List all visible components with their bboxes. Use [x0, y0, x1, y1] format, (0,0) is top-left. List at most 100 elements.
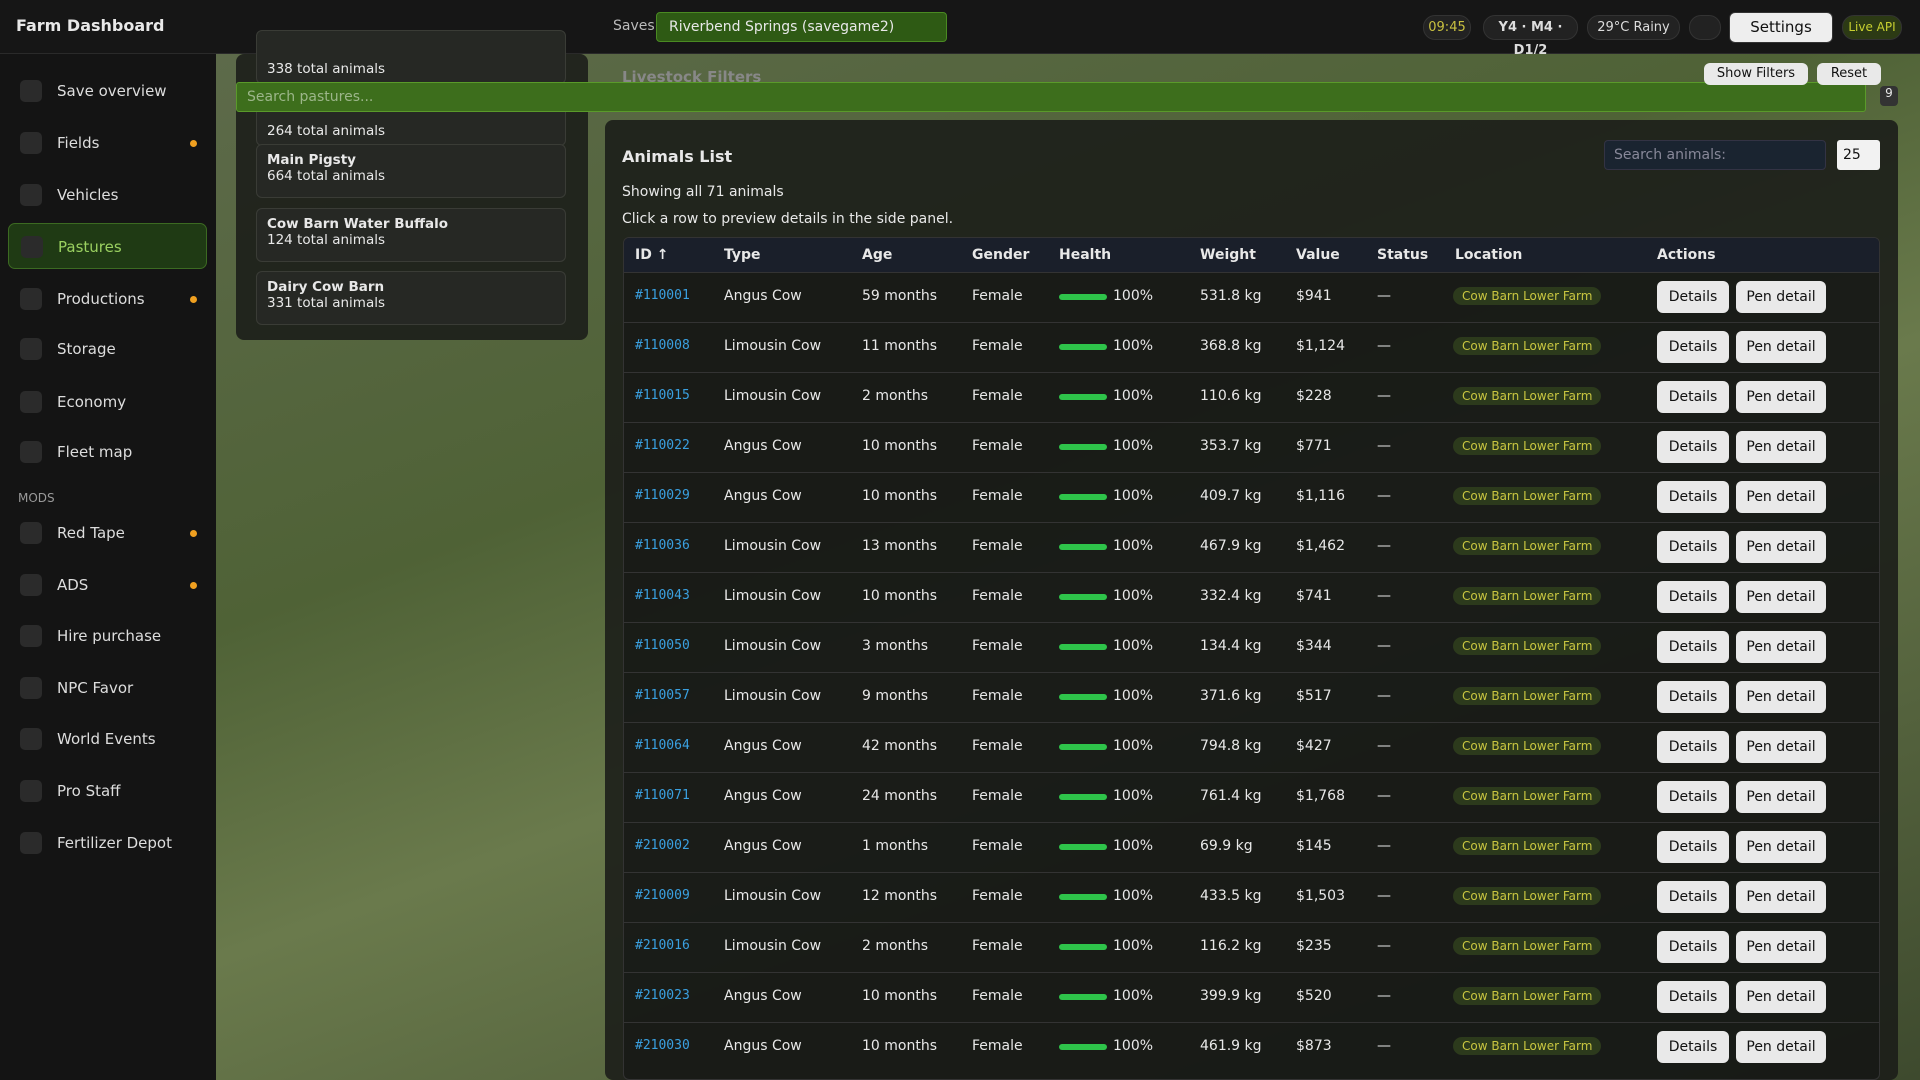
nav-item[interactable]: Productions — [8, 276, 207, 322]
nav-item[interactable]: Economy — [8, 379, 207, 425]
details-button[interactable]: Details — [1657, 281, 1729, 313]
pen-detail-button[interactable]: Pen detail — [1736, 381, 1826, 413]
save-select[interactable]: Riverbend Springs (savegame2) — [656, 12, 947, 42]
animal-id[interactable]: #110071 — [635, 788, 690, 803]
table-row[interactable] — [624, 472, 1879, 522]
details-button[interactable]: Details — [1657, 731, 1729, 763]
cell: Female — [972, 338, 1023, 354]
cell: $344 — [1296, 638, 1332, 654]
cell: — — [1377, 338, 1391, 354]
pen-detail-button[interactable]: Pen detail — [1736, 281, 1826, 313]
details-button[interactable]: Details — [1657, 581, 1729, 613]
nav-item[interactable]: ADS — [8, 562, 207, 608]
animal-id[interactable]: #110043 — [635, 588, 690, 603]
table-row[interactable] — [624, 972, 1879, 1022]
pen-detail-button[interactable]: Pen detail — [1736, 1031, 1826, 1063]
health-bar — [1059, 744, 1107, 750]
nav-item[interactable]: Fields — [8, 120, 207, 166]
details-button[interactable]: Details — [1657, 981, 1729, 1013]
animal-id[interactable]: #110064 — [635, 738, 690, 753]
cell: 761.4 kg — [1200, 788, 1262, 804]
details-button[interactable]: Details — [1657, 431, 1729, 463]
cell: 10 months — [862, 588, 937, 604]
details-button[interactable]: Details — [1657, 531, 1729, 563]
animal-id[interactable]: #210023 — [635, 988, 690, 1003]
animal-id[interactable]: #110057 — [635, 688, 690, 703]
pasture-search[interactable]: Search pastures... — [236, 82, 1866, 112]
details-button[interactable]: Details — [1657, 931, 1729, 963]
details-button[interactable]: Details — [1657, 881, 1729, 913]
nav-item[interactable]: Hire purchase — [8, 613, 207, 659]
table-row[interactable] — [624, 822, 1879, 872]
nav-item[interactable]: Storage — [8, 326, 207, 372]
pasture-card[interactable]: 338 total animals — [256, 30, 566, 84]
pen-detail-button[interactable]: Pen detail — [1736, 781, 1826, 813]
show-filters[interactable]: Show Filters — [1704, 63, 1808, 85]
details-button[interactable]: Details — [1657, 631, 1729, 663]
animal-id[interactable]: #210002 — [635, 838, 690, 853]
nav-item[interactable]: Fleet map — [8, 429, 207, 475]
pen-detail-button[interactable]: Pen detail — [1736, 881, 1826, 913]
animal-id[interactable]: #110022 — [635, 438, 690, 453]
animal-id[interactable]: #210009 — [635, 888, 690, 903]
nav-item[interactable]: Pro Staff — [8, 768, 207, 814]
animal-id[interactable]: #110008 — [635, 338, 690, 353]
pen-detail-button[interactable]: Pen detail — [1736, 831, 1826, 863]
table-header — [624, 238, 1879, 272]
table-row[interactable] — [624, 522, 1879, 572]
pen-detail-button[interactable]: Pen detail — [1736, 931, 1826, 963]
pen-detail-button[interactable]: Pen detail — [1736, 431, 1826, 463]
animal-id[interactable]: #110001 — [635, 288, 690, 303]
pen-detail-button[interactable]: Pen detail — [1736, 631, 1826, 663]
pasture-card[interactable]: Dairy Cow Barn 331 total animals — [256, 271, 566, 325]
nav-item[interactable]: World Events — [8, 716, 207, 762]
table-row[interactable] — [624, 1022, 1879, 1072]
table-row[interactable] — [624, 722, 1879, 772]
table-row[interactable] — [624, 422, 1879, 472]
details-button[interactable]: Details — [1657, 681, 1729, 713]
animal-id[interactable]: #110015 — [635, 388, 690, 403]
table-row[interactable] — [624, 672, 1879, 722]
table-row[interactable] — [624, 872, 1879, 922]
details-button[interactable]: Details — [1657, 381, 1729, 413]
animal-id[interactable]: #110036 — [635, 538, 690, 553]
table-row[interactable] — [624, 322, 1879, 372]
details-button[interactable]: Details — [1657, 781, 1729, 813]
nav-item[interactable]: Pastures — [8, 223, 207, 269]
pen-detail-button[interactable]: Pen detail — [1736, 331, 1826, 363]
pen-detail-button[interactable]: Pen detail — [1736, 481, 1826, 513]
pen-detail-button[interactable]: Pen detail — [1736, 681, 1826, 713]
animal-id[interactable]: #110050 — [635, 638, 690, 653]
health-bar — [1059, 694, 1107, 700]
pen-detail-button[interactable]: Pen detail — [1736, 981, 1826, 1013]
details-button[interactable]: Details — [1657, 331, 1729, 363]
nav-item[interactable]: Save overview — [8, 68, 207, 114]
table-row[interactable] — [624, 622, 1879, 672]
pasture-card[interactable]: Main Pigsty 664 total animals — [256, 144, 566, 198]
animal-search[interactable]: Search animals: — [1604, 140, 1826, 170]
details-button[interactable]: Details — [1657, 1031, 1729, 1063]
pen-detail-button[interactable]: Pen detail — [1736, 581, 1826, 613]
notifications[interactable] — [1689, 15, 1721, 40]
animal-id[interactable]: #210016 — [635, 938, 690, 953]
table-row[interactable] — [624, 922, 1879, 972]
table-row[interactable] — [624, 372, 1879, 422]
nav-item[interactable]: Fertilizer Depot — [8, 820, 207, 866]
cell: 2 months — [862, 938, 929, 954]
animal-id[interactable]: #210030 — [635, 1038, 690, 1053]
pen-detail-button[interactable]: Pen detail — [1736, 531, 1826, 563]
pen-detail-button[interactable]: Pen detail — [1736, 731, 1826, 763]
nav-item[interactable]: Vehicles — [8, 172, 207, 218]
pasture-card[interactable]: Cow Barn Water Buffalo 124 total animals — [256, 208, 566, 262]
settings-button[interactable]: Settings — [1729, 12, 1833, 43]
nav-item[interactable]: NPC Favor — [8, 665, 207, 711]
table-row[interactable] — [624, 772, 1879, 822]
page-size[interactable]: 25 — [1837, 140, 1880, 170]
animal-id[interactable]: #110029 — [635, 488, 690, 503]
nav-item[interactable]: Red Tape — [8, 510, 207, 556]
details-button[interactable]: Details — [1657, 481, 1729, 513]
table-row[interactable] — [624, 272, 1879, 322]
reset[interactable]: Reset — [1817, 63, 1881, 85]
details-button[interactable]: Details — [1657, 831, 1729, 863]
table-row[interactable] — [624, 572, 1879, 622]
